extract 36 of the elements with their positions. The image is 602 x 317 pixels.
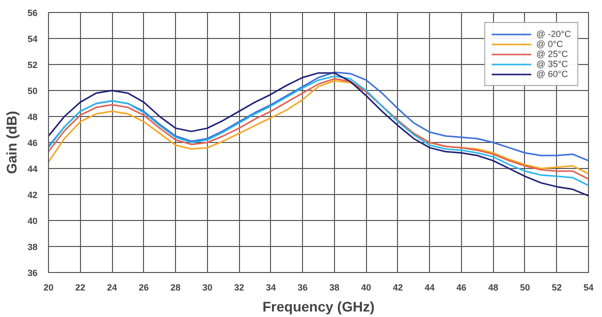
x-tick-label: 46: [456, 282, 466, 292]
legend-label: @ 35°C: [536, 59, 568, 69]
legend-label: @ -20°C: [536, 29, 571, 39]
y-tick-label: 38: [27, 242, 38, 252]
x-tick-label: 32: [234, 282, 244, 292]
x-tick-label: 50: [520, 282, 530, 292]
y-tick-label: 50: [27, 86, 38, 96]
x-tick-label: 48: [488, 282, 498, 292]
legend-label: @ 25°C: [536, 49, 568, 59]
y-axis-title: Gain (dB): [3, 110, 20, 174]
y-tick-label: 36: [27, 268, 38, 278]
x-tick-label: 38: [329, 282, 340, 292]
x-tick-label: 42: [392, 282, 403, 292]
y-tick-label: 52: [27, 60, 38, 70]
y-tick-label: 56: [27, 8, 38, 18]
x-tick-label: 24: [107, 282, 118, 292]
x-tick-label: 34: [266, 282, 276, 292]
y-tick-label: 46: [27, 138, 38, 148]
legend-label: @ 0°C: [536, 39, 563, 49]
y-tick-label: 54: [27, 34, 38, 44]
y-tick-label: 40: [27, 216, 38, 226]
x-tick-label: 36: [298, 282, 308, 292]
legend-label: @ 60°C: [536, 69, 568, 79]
x-tick-label: 28: [170, 282, 181, 292]
y-tick-label: 42: [27, 190, 38, 200]
y-tick-label: 44: [27, 164, 38, 174]
x-tick-label: 22: [75, 282, 86, 292]
x-tick-label: 26: [138, 282, 149, 292]
x-tick-label: 20: [43, 282, 54, 292]
x-tick-label: 40: [361, 282, 372, 292]
y-tick-label: 48: [27, 112, 38, 122]
x-tick-label: 54: [583, 282, 594, 292]
x-axis-title: Frequency (GHz): [262, 298, 375, 314]
x-tick-label: 52: [552, 282, 562, 292]
x-tick-label: 44: [424, 282, 435, 292]
x-tick-label: 30: [202, 282, 212, 292]
